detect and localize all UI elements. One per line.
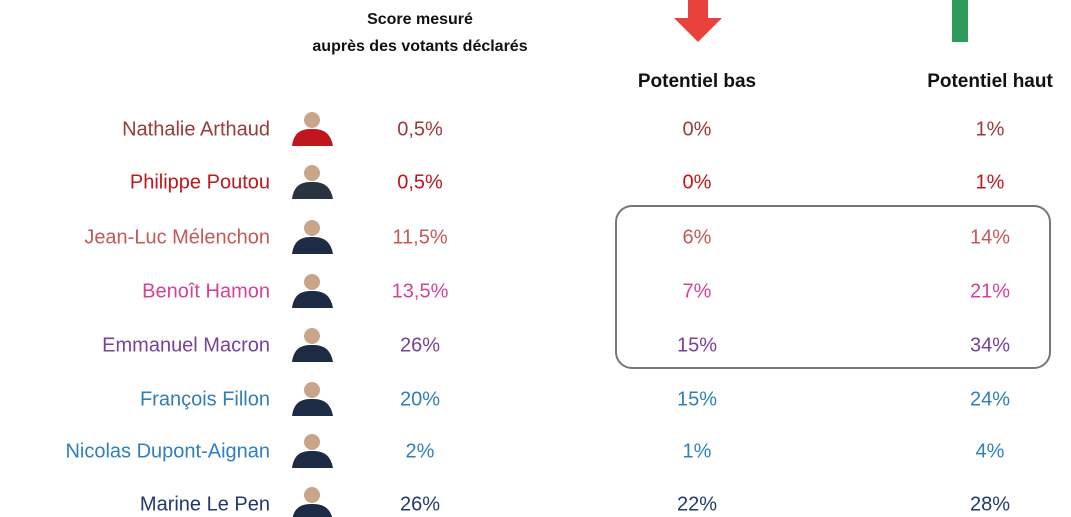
photo-head <box>304 328 320 344</box>
low-potential: 6% <box>683 226 712 248</box>
low-potential: 0% <box>683 171 712 193</box>
photo-head <box>304 165 320 181</box>
score: 11,5% <box>392 226 447 248</box>
high-header: Potentiel haut <box>927 71 1053 92</box>
high-potential: 28% <box>970 493 1010 515</box>
photo-head <box>304 112 320 128</box>
low-potential: 7% <box>683 280 712 302</box>
down-arrow <box>674 0 722 42</box>
high-potential: 1% <box>976 171 1005 193</box>
photo-body <box>292 451 333 468</box>
candidate-name: Emmanuel Macron <box>102 334 270 356</box>
score: 26% <box>400 493 440 515</box>
photo-body <box>292 291 333 308</box>
score: 0,5% <box>397 171 443 193</box>
photo-head <box>304 434 320 450</box>
high-potential: 21% <box>970 280 1010 302</box>
score: 20% <box>400 388 440 410</box>
score-header: auprès des votants déclarés <box>312 38 527 55</box>
score-header: Score mesuré <box>367 11 473 28</box>
score: 0,5% <box>397 118 443 140</box>
candidate-name: Jean-Luc Mélenchon <box>84 226 270 248</box>
score: 13,5% <box>392 280 449 302</box>
photo-body <box>292 399 333 416</box>
candidate-name: François Fillon <box>140 388 270 410</box>
high-potential: 34% <box>970 334 1010 356</box>
high-potential: 1% <box>976 118 1005 140</box>
page: Score mesuré auprès des votants déclarés… <box>0 0 1071 517</box>
candidate-name: Nicolas Dupont-Aignan <box>65 440 270 462</box>
low-potential: 0% <box>683 118 712 140</box>
low-potential: 1% <box>683 440 712 462</box>
score: 2% <box>406 440 435 462</box>
photo-body <box>292 182 333 199</box>
photo-body <box>292 129 333 146</box>
photo-body <box>292 237 333 254</box>
photo-head <box>304 382 320 398</box>
photo-body <box>292 504 333 517</box>
low-header: Potentiel bas <box>638 71 756 92</box>
photo-head <box>304 487 320 503</box>
high-potential: 4% <box>976 440 1005 462</box>
table: Score mesuré auprès des votants déclarés… <box>0 0 1071 517</box>
candidate-name: Nathalie Arthaud <box>122 118 270 140</box>
candidate-name: Philippe Poutou <box>130 171 270 193</box>
low-potential: 22% <box>677 493 717 515</box>
photo-head <box>304 220 320 236</box>
candidate-name: Marine Le Pen <box>140 493 270 515</box>
low-potential: 15% <box>677 388 717 410</box>
low-potential: 15% <box>677 334 717 356</box>
high-potential: 24% <box>970 388 1010 410</box>
photo-body <box>292 345 333 362</box>
photo-head <box>304 274 320 290</box>
score: 26% <box>400 334 440 356</box>
high-potential: 14% <box>970 226 1010 248</box>
up-arrow <box>952 0 968 42</box>
candidate-name: Benoît Hamon <box>142 280 270 302</box>
